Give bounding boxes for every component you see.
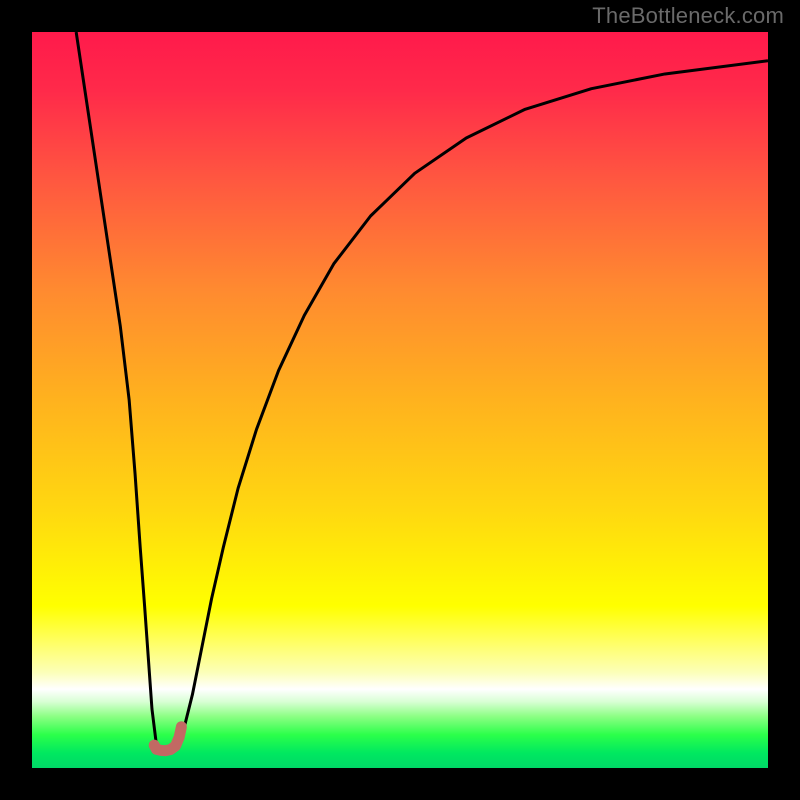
figure-frame: TheBottleneck.com (0, 0, 800, 800)
curve-layer (32, 32, 768, 768)
bottleneck-curve (76, 32, 768, 750)
watermark-text: TheBottleneck.com (592, 3, 784, 29)
plot-area (32, 32, 768, 768)
optimal-marker (154, 727, 181, 751)
